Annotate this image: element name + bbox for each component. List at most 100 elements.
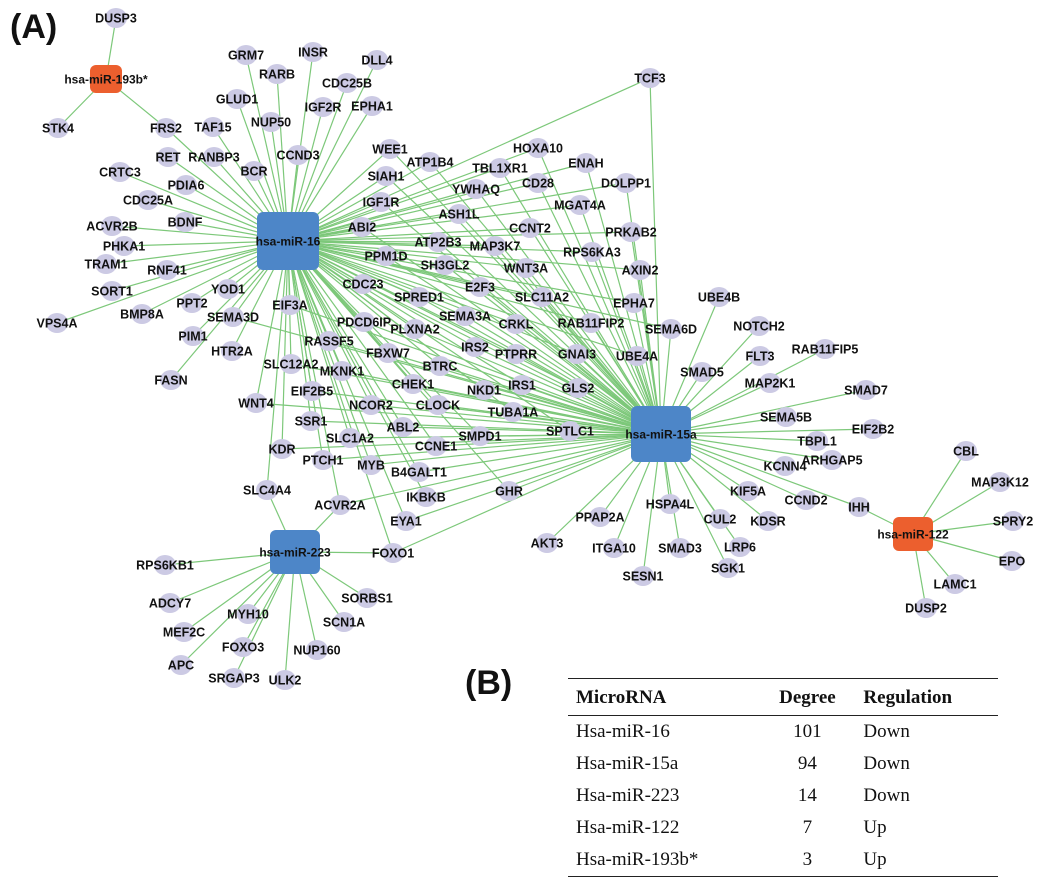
gene-node-label: SMAD7 bbox=[844, 384, 888, 398]
mirna-hub-label: hsa-miR-16 bbox=[256, 235, 321, 249]
gene-node-rab11fip5: RAB11FIP5 bbox=[792, 339, 858, 359]
gene-node-label: CD28 bbox=[522, 177, 554, 191]
gene-node-label: TUBA1A bbox=[488, 406, 539, 420]
gene-node-label: DUSP3 bbox=[95, 12, 137, 26]
mirna-hub-marker bbox=[270, 530, 320, 574]
gene-node-marker bbox=[202, 117, 224, 137]
gene-node-label: EPHA1 bbox=[351, 100, 393, 114]
gene-node-label: IHH bbox=[848, 501, 870, 515]
gene-node-e2f3: E2F3 bbox=[465, 277, 495, 297]
gene-node-label: SLC11A2 bbox=[515, 291, 569, 305]
gene-node-label: MEF2C bbox=[163, 626, 205, 640]
table-row: Hsa-miR-15a 94 Down bbox=[568, 748, 998, 780]
edge-hsa-miR-16-RAB11FIP2 bbox=[287, 240, 592, 324]
gene-node-label: IRS1 bbox=[508, 379, 536, 393]
cell-degree: 101 bbox=[793, 721, 822, 742]
gene-node-eif3a: EIF3A bbox=[272, 295, 308, 315]
edge-hsa-miR-16-GRM7 bbox=[245, 54, 289, 242]
gene-node-label: WNT3A bbox=[504, 262, 548, 276]
gene-node-marker bbox=[759, 373, 781, 393]
gene-node-marker bbox=[915, 598, 937, 618]
gene-node-label: FBXW7 bbox=[366, 347, 410, 361]
gene-node-marker bbox=[569, 195, 591, 215]
gene-node-epha1: EPHA1 bbox=[351, 96, 393, 116]
gene-node-marker bbox=[402, 374, 424, 394]
gene-node-atp2b3: ATP2B3 bbox=[414, 232, 462, 252]
gene-node-label: TCF3 bbox=[634, 72, 665, 86]
gene-node-label: HOXA10 bbox=[513, 142, 563, 156]
cell-degree: 7 bbox=[802, 817, 813, 838]
gene-node-label: EYA1 bbox=[390, 515, 422, 529]
gene-node-siah1: SIAH1 bbox=[368, 166, 404, 186]
gene-node-nkd1: NKD1 bbox=[467, 380, 501, 400]
gene-node-marker bbox=[502, 402, 524, 422]
gene-node-label: EIF2B2 bbox=[852, 423, 894, 437]
gene-node-marker bbox=[300, 411, 322, 431]
gene-node-label: CDC23 bbox=[343, 278, 384, 292]
edge-hsa-miR-16-AXIN2 bbox=[287, 240, 641, 271]
gene-node-sorbs1: SORBS1 bbox=[341, 588, 393, 608]
gene-node-marker bbox=[795, 490, 817, 510]
gene-node-glud1: GLUD1 bbox=[216, 89, 258, 109]
gene-node-mknk1: MKNK1 bbox=[320, 361, 364, 381]
gene-node-label: ENAH bbox=[568, 157, 603, 171]
gene-node-marker bbox=[559, 421, 581, 441]
gene-node-label: SESN1 bbox=[623, 570, 664, 584]
gene-node-label: PPT2 bbox=[176, 297, 207, 311]
gene-node-kcnn4: KCNN4 bbox=[763, 456, 807, 476]
cell-microrna: Hsa-miR-16 bbox=[576, 721, 670, 742]
gene-node-stk4: STK4 bbox=[42, 118, 74, 138]
gene-node-ccnd2: CCND2 bbox=[784, 490, 828, 510]
gene-node-ulk2: ULK2 bbox=[269, 670, 301, 690]
gene-node-ppt2: PPT2 bbox=[176, 293, 208, 313]
gene-node-marker bbox=[109, 162, 131, 182]
gene-node-sema5b: SEMA5B bbox=[760, 407, 812, 427]
gene-node-label: FOXO1 bbox=[372, 547, 414, 561]
gene-node-marker bbox=[353, 312, 375, 332]
gene-node-label: KCNN4 bbox=[763, 460, 806, 474]
gene-node-label: FRS2 bbox=[150, 122, 182, 136]
edge-hsa-miR-16-IRS2 bbox=[287, 240, 476, 348]
gene-node-label: PLXNA2 bbox=[390, 323, 439, 337]
gene-node-label: NUP160 bbox=[293, 644, 340, 658]
table-row: Hsa-miR-223 14 Down bbox=[568, 780, 998, 812]
gene-node-marker bbox=[408, 462, 430, 482]
gene-node-label: HSPA4L bbox=[646, 498, 695, 512]
gene-node-lamc1: LAMC1 bbox=[933, 574, 977, 594]
gene-node-label: AXIN2 bbox=[622, 264, 659, 278]
gene-node-srgap3: SRGAP3 bbox=[208, 668, 260, 688]
gene-node-marker bbox=[669, 538, 691, 558]
gene-node-cul2: CUL2 bbox=[704, 509, 736, 529]
header-degree: Degree bbox=[779, 687, 836, 708]
gene-node-marker bbox=[505, 314, 527, 334]
gene-node-label: IGF1R bbox=[363, 196, 400, 210]
gene-node-marker bbox=[260, 112, 282, 132]
gene-node-label: NCOR2 bbox=[349, 399, 393, 413]
gene-node-marker bbox=[159, 593, 181, 613]
mirna-hub-hsa-mir-122: hsa-miR-122 bbox=[877, 517, 949, 551]
gene-node-b4galt1: B4GALT1 bbox=[391, 462, 447, 482]
gene-node-marker bbox=[266, 64, 288, 84]
gene-node-slc11a2: SLC11A2 bbox=[515, 287, 569, 307]
gene-node-marker bbox=[221, 341, 243, 361]
gene-node-label: GLUD1 bbox=[216, 93, 258, 107]
gene-node-eif2b5: EIF2B5 bbox=[291, 381, 333, 401]
gene-node-label: RAB11FIP2 bbox=[558, 317, 625, 331]
gene-node-marker bbox=[274, 670, 296, 690]
gene-node-marker bbox=[329, 495, 351, 515]
gene-node-marker bbox=[659, 494, 681, 514]
gene-node-label: IKBKB bbox=[406, 491, 446, 505]
gene-node-label: RET bbox=[156, 151, 181, 165]
gene-node-label: BTRC bbox=[423, 360, 458, 374]
edge-hsa-miR-16-MGAT4A bbox=[287, 204, 581, 242]
gene-node-ihh: IHH bbox=[848, 497, 870, 517]
gene-node-igf2r: IGF2R bbox=[305, 97, 341, 117]
gene-node-htr2a: HTR2A bbox=[211, 341, 253, 361]
edge-hsa-miR-15a-PDCD6IP bbox=[363, 321, 662, 435]
gene-node-vps4a: VPS4A bbox=[37, 313, 78, 333]
gene-node-marker bbox=[527, 173, 549, 193]
edge-hsa-miR-15a-PTCH1 bbox=[322, 433, 662, 461]
gene-node-marker bbox=[454, 306, 476, 326]
gene-node-marker bbox=[131, 304, 153, 324]
gene-node-label: AKT3 bbox=[531, 537, 564, 551]
